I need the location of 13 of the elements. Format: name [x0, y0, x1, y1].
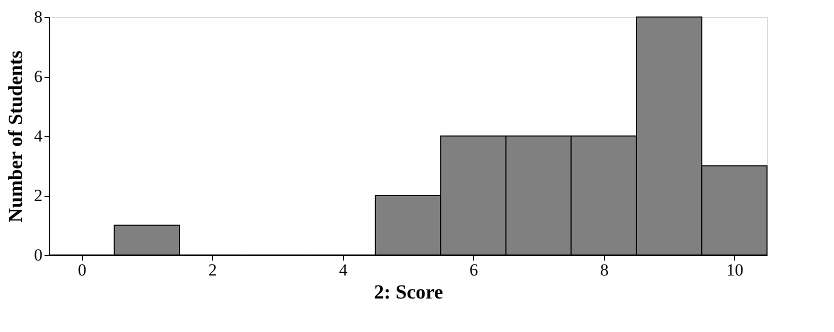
y-axis-title: Number of Students — [5, 50, 27, 222]
y-tick-label: 4 — [34, 126, 43, 146]
y-tick-label: 8 — [34, 8, 42, 26]
x-tick-label: 2 — [208, 260, 217, 280]
y-tick-label: 2 — [34, 186, 42, 205]
y-tick-label: 0 — [34, 246, 42, 264]
x-tick-label: 4 — [338, 260, 348, 280]
y-tick-label: 6 — [34, 67, 42, 86]
x-axis-title: 2: Score — [374, 282, 444, 304]
x-tick-label: 0 — [78, 260, 86, 280]
x-tick-label: 10 — [726, 260, 744, 280]
x-tick-label: 8 — [600, 260, 609, 280]
x-tick-label: 6 — [470, 260, 478, 280]
